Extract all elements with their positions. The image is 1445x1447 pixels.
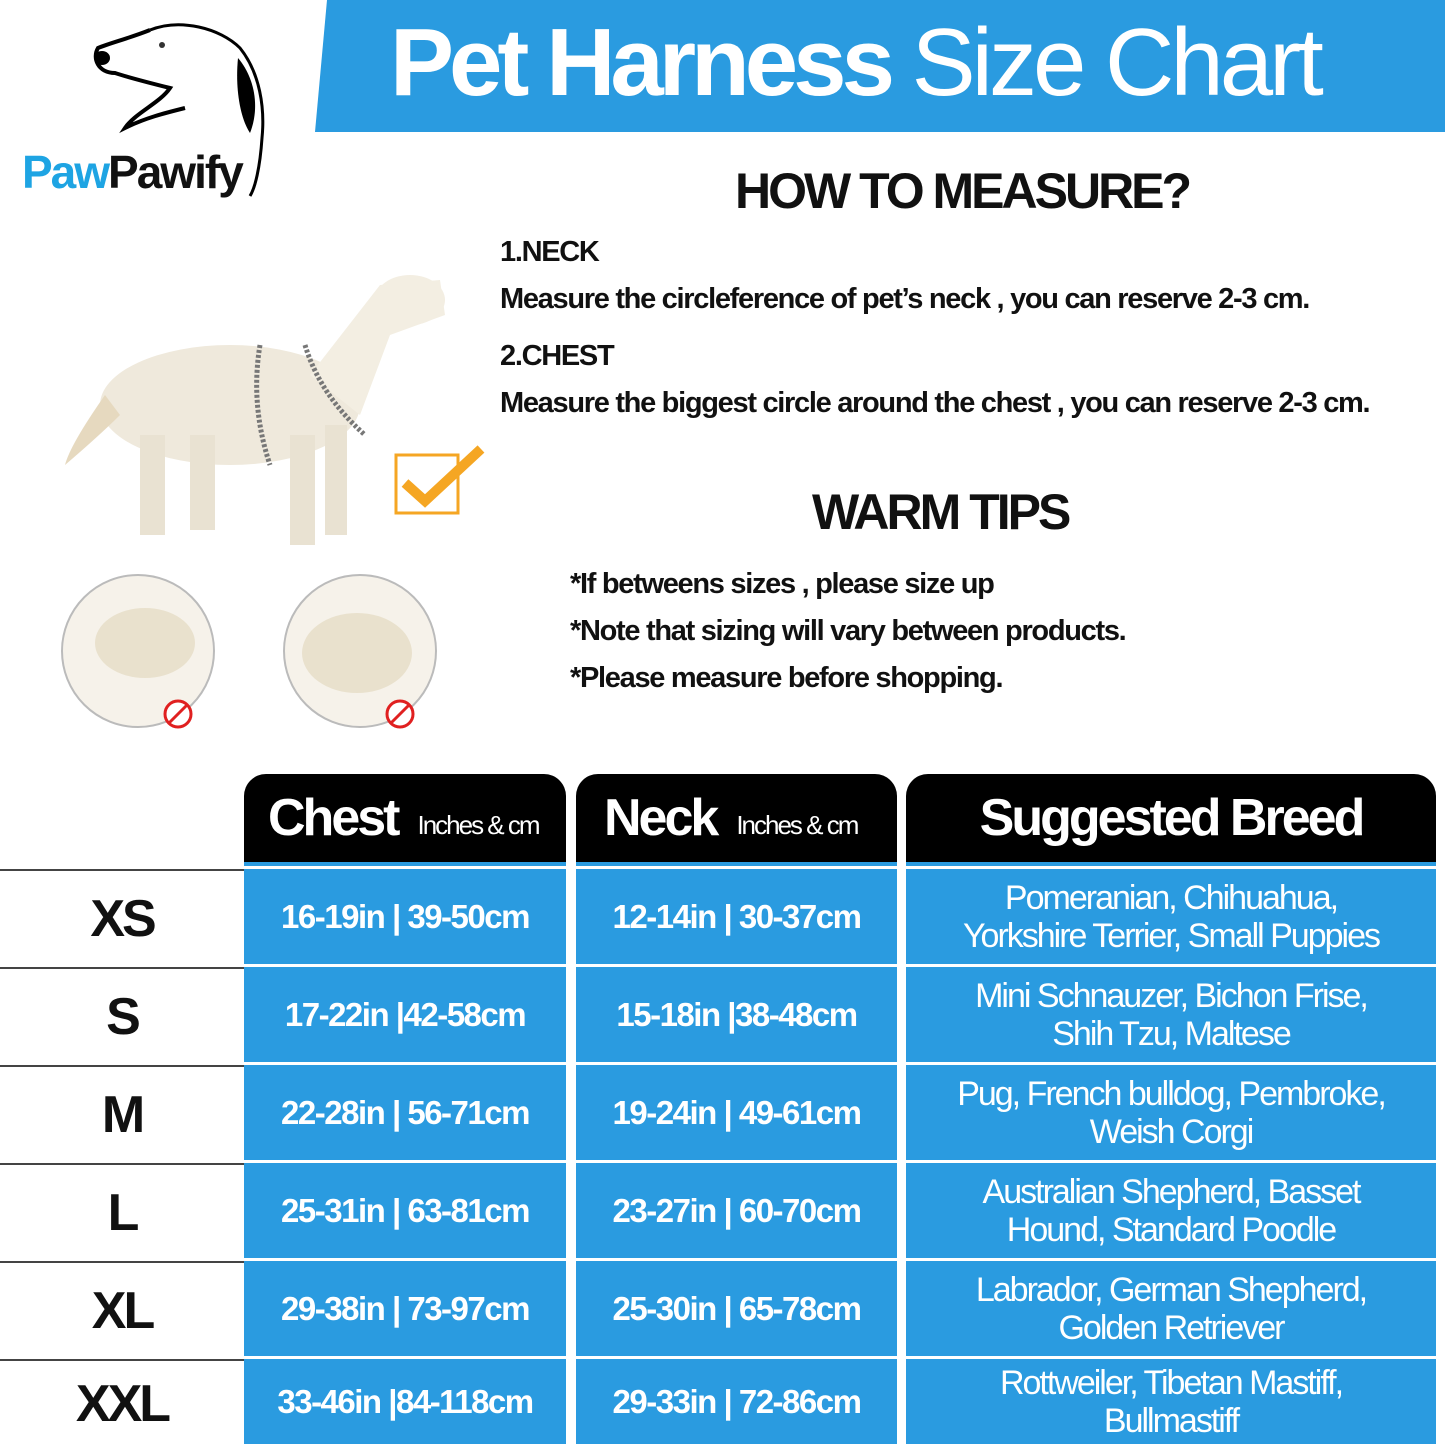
breed-cell: Pomeranian, Chihuahua, Yorkshire Terrier,… bbox=[906, 869, 1436, 964]
chest-value: 29-38in | 73-97cm bbox=[281, 1289, 530, 1327]
header-stripe bbox=[576, 862, 897, 866]
dog-logo-icon bbox=[93, 23, 265, 197]
tip-item: *Please measure before shopping. bbox=[570, 662, 1004, 694]
size-label: S bbox=[0, 967, 244, 1065]
breed-line: Bullmastiff bbox=[1103, 1401, 1240, 1440]
size-text: M bbox=[101, 1086, 145, 1144]
breed-line: Australian Shepherd, Basset bbox=[982, 1172, 1362, 1211]
neck-cell: 19-24in | 49-61cm bbox=[576, 1065, 897, 1160]
warm-tips-heading: WARM TIPS bbox=[812, 484, 1071, 540]
chest-column-header: Chest Inches & cm bbox=[244, 774, 566, 862]
title-bold: Pet Harness bbox=[390, 9, 895, 116]
chest-text: Measure the biggest circle around the ch… bbox=[500, 387, 1371, 419]
neck-value: 12-14in | 30-37cm bbox=[612, 897, 862, 935]
neck-value: 15-18in |38-48cm bbox=[616, 995, 858, 1033]
logo-part2: Pawify bbox=[108, 146, 244, 198]
wrong-chest-photo bbox=[283, 574, 437, 729]
neck-column-header: Neck Inches & cm bbox=[576, 774, 897, 862]
page-title: Pet Harness Size Chart bbox=[390, 8, 1324, 118]
breed-line: Hound, Standard Poodle bbox=[1006, 1210, 1337, 1249]
size-text: XL bbox=[91, 1282, 155, 1340]
neck-cell: 12-14in | 30-37cm bbox=[576, 869, 897, 964]
chest-value: 17-22in |42-58cm bbox=[284, 995, 527, 1033]
dog-photo bbox=[65, 275, 445, 545]
neck-value: 25-30in | 65-78cm bbox=[612, 1289, 862, 1327]
breed-cell: Pug, French bulldog, Pembroke, Weish Corg… bbox=[906, 1065, 1436, 1160]
breed-cell: Mini Schnauzer, Bichon Frise, Shih Tzu, M… bbox=[906, 967, 1436, 1062]
size-text: XXL bbox=[75, 1375, 171, 1433]
neck-cell: 15-18in |38-48cm bbox=[576, 967, 897, 1062]
header-stripe bbox=[244, 862, 566, 866]
breed-line: Shih Tzu, Maltese bbox=[1052, 1014, 1292, 1053]
breed-line: Yorkshire Terrier, Small Puppies bbox=[962, 916, 1381, 955]
breed-header: Suggested Breed bbox=[979, 789, 1366, 847]
size-label: XL bbox=[0, 1261, 244, 1359]
breed-cell: Australian Shepherd, Basset Hound, Standa… bbox=[906, 1163, 1436, 1258]
chest-value: 25-31in | 63-81cm bbox=[281, 1191, 530, 1229]
neck-value: 19-24in | 49-61cm bbox=[612, 1093, 862, 1131]
size-text: XS bbox=[90, 890, 156, 948]
neck-label: 1.NECK bbox=[500, 236, 600, 268]
size-label: M bbox=[0, 1065, 244, 1163]
logo-part1: Paw bbox=[22, 146, 110, 198]
size-text: S bbox=[106, 988, 141, 1046]
neck-unit: Inches & cm bbox=[736, 809, 859, 840]
chest-cell: 22-28in | 56-71cm bbox=[244, 1065, 566, 1160]
chest-unit: Inches & cm bbox=[417, 809, 540, 840]
breed-line: Pug, French bulldog, Pembroke, bbox=[957, 1074, 1387, 1113]
size-label: XXL bbox=[0, 1359, 244, 1447]
title-light: Size Chart bbox=[911, 9, 1324, 116]
breed-cell: Rottweiler, Tibetan Mastiff, Bullmastiff bbox=[906, 1359, 1436, 1444]
title-banner bbox=[315, 0, 1445, 132]
chest-value: 22-28in | 56-71cm bbox=[281, 1093, 530, 1131]
neck-value: 29-33in | 72-86cm bbox=[612, 1382, 862, 1420]
brand-logo: PawPawify bbox=[22, 145, 244, 199]
chest-value: 16-19in | 39-50cm bbox=[281, 897, 530, 935]
neck-header: Neck bbox=[604, 789, 719, 847]
breed-line: Golden Retriever bbox=[1058, 1308, 1285, 1347]
neck-cell: 29-33in | 72-86cm bbox=[576, 1359, 897, 1444]
size-label: L bbox=[0, 1163, 244, 1261]
tip-item: *If betweens sizes , please size up bbox=[570, 568, 995, 600]
checkmark-icon bbox=[394, 445, 485, 515]
neck-cell: 25-30in | 65-78cm bbox=[576, 1261, 897, 1356]
breed-line: Pomeranian, Chihuahua, bbox=[1004, 878, 1339, 917]
chest-value: 33-46in |84-118cm bbox=[277, 1382, 534, 1420]
chest-header: Chest bbox=[268, 789, 400, 847]
breed-line: Rottweiler, Tibetan Mastiff, bbox=[999, 1363, 1344, 1402]
chest-cell: 33-46in |84-118cm bbox=[244, 1359, 566, 1444]
breed-line: Weish Corgi bbox=[1089, 1112, 1255, 1151]
breed-line: Mini Schnauzer, Bichon Frise, bbox=[975, 976, 1369, 1015]
header-stripe bbox=[906, 862, 1436, 866]
breed-column-header: Suggested Breed bbox=[906, 774, 1436, 862]
neck-value: 23-27in | 60-70cm bbox=[612, 1191, 862, 1229]
chest-cell: 17-22in |42-58cm bbox=[244, 967, 566, 1062]
tip-item: *Note that sizing will vary between prod… bbox=[570, 615, 1127, 647]
size-label: XS bbox=[0, 869, 244, 967]
neck-cell: 23-27in | 60-70cm bbox=[576, 1163, 897, 1258]
how-to-measure-heading: HOW TO MEASURE? bbox=[735, 163, 1192, 219]
chest-label: 2.CHEST bbox=[500, 340, 615, 372]
size-text: L bbox=[107, 1184, 140, 1242]
breed-line: Labrador, German Shepherd, bbox=[975, 1270, 1368, 1309]
neck-text: Measure the circleference of pet’s neck … bbox=[500, 283, 1310, 315]
chest-cell: 25-31in | 63-81cm bbox=[244, 1163, 566, 1258]
chest-cell: 29-38in | 73-97cm bbox=[244, 1261, 566, 1356]
wrong-neck-photo bbox=[61, 574, 215, 729]
chest-cell: 16-19in | 39-50cm bbox=[244, 869, 566, 964]
breed-cell: Labrador, German Shepherd, Golden Retriev… bbox=[906, 1261, 1436, 1356]
